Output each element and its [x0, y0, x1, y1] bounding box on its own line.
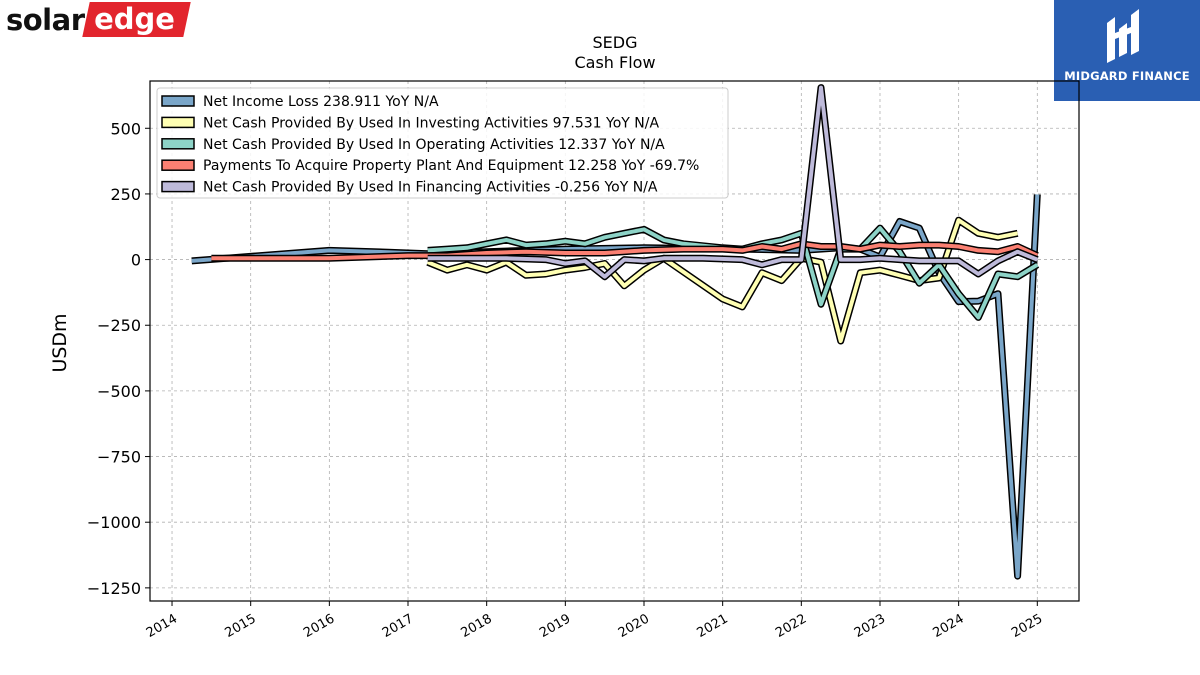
legend-box: [156, 87, 729, 199]
y-tick-label: 0: [131, 251, 141, 270]
y-tick-label: 250: [110, 185, 141, 204]
y-tick-label: 500: [110, 119, 141, 138]
legend-label: Net Income Loss 238.911 YoY N/A: [203, 94, 439, 110]
legend-label: Payments To Acquire Property Plant And E…: [203, 158, 699, 174]
x-tick-label: 2024: [930, 611, 966, 641]
x-tick-label: 2025: [1009, 611, 1045, 641]
plot-frame: [149, 80, 1080, 602]
x-tick-label: 2017: [380, 611, 416, 641]
y-tick-label: −1000: [87, 513, 141, 532]
series-lines: [191, 84, 1041, 580]
legend-swatch: [161, 138, 195, 150]
legend-item: Net Income Loss 238.911 YoY N/A: [161, 94, 439, 110]
legend: Net Income Loss 238.911 YoY N/A Net Cash …: [156, 87, 729, 199]
x-tick-label: 2021: [695, 611, 731, 641]
legend-label: Net Cash Provided By Used In Investing A…: [203, 115, 659, 131]
x-tick-label: 2019: [537, 611, 573, 641]
solaredge-logo-solar: solar: [6, 2, 85, 37]
legend-label: Net Cash Provided By Used In Financing A…: [203, 180, 658, 196]
legend-swatch: [161, 180, 195, 193]
x-tick-label: 2016: [301, 611, 337, 641]
y-tick-label: −1250: [87, 579, 141, 598]
chart-title: SEDG: [593, 33, 638, 52]
series-line-fill: [211, 241, 1039, 261]
legend-item: Net Cash Provided By Used In Financing A…: [161, 180, 658, 196]
x-tick-label: 2022: [773, 611, 809, 641]
y-tick-label: −250: [97, 316, 141, 335]
legend-swatch: [161, 159, 195, 171]
series-line: [211, 240, 1039, 262]
legend-label: Net Cash Provided By Used In Operating A…: [203, 137, 665, 153]
legend-item: Payments To Acquire Property Plant And E…: [161, 158, 699, 174]
x-tick-label: 2018: [459, 611, 495, 641]
midgard-emblem-icon: [1107, 9, 1139, 63]
legend-swatch: [161, 116, 195, 129]
x-tick-label: 2020: [616, 611, 652, 641]
series-line-fill: [427, 85, 1039, 279]
x-tick-label: 2023: [852, 611, 888, 641]
x-tick-label: 2015: [223, 611, 259, 641]
midgard-finance-logo: MIDGARD FINANCE: [1054, 0, 1200, 101]
legend-item: Net Cash Provided By Used In Operating A…: [161, 137, 665, 153]
series-line: [427, 84, 1039, 281]
legend-swatch: [161, 95, 195, 107]
y-axis-label: USDm: [49, 313, 71, 372]
x-tick-label: 2014: [144, 611, 180, 641]
y-tick-label: −500: [97, 382, 141, 401]
legend-item: Net Cash Provided By Used In Investing A…: [161, 115, 659, 131]
midgard-finance-name: MIDGARD FINANCE: [1064, 69, 1190, 83]
chart-subtitle: Cash Flow: [574, 53, 655, 72]
solaredge-logo: solar edge: [6, 2, 191, 37]
y-tick-label: −750: [97, 448, 141, 467]
